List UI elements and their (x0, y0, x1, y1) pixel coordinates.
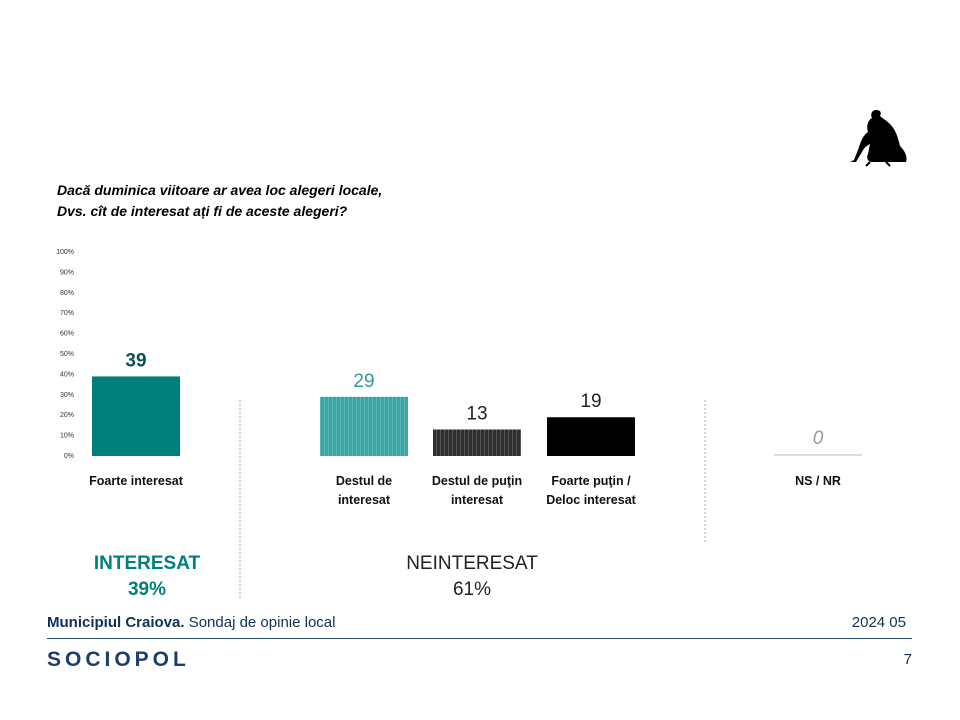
y-tick-label: 80% (60, 290, 74, 297)
y-tick-label: 50% (60, 351, 74, 358)
group-interested-value: 39% (127, 579, 167, 600)
bar (433, 429, 521, 456)
chart-question: Dacă duminica viitoare ar avea loc alege… (57, 180, 557, 222)
y-tick-label: 20% (60, 412, 74, 419)
y-tick-label: 40% (60, 371, 74, 378)
category-label: Foarte puţin / (551, 474, 631, 488)
y-tick-label: 100% (56, 249, 74, 256)
y-tick-label: 30% (60, 392, 74, 399)
footer-title-rest: Sondaj de opinie local (184, 614, 336, 631)
bar (774, 454, 862, 456)
category-label: Foarte interesat (89, 474, 184, 488)
y-tick-label: 70% (60, 310, 74, 317)
y-axis: 0% 10% 20% 30% 40% 50% 60% 70% 80% 90% 100% (56, 249, 74, 460)
question-line-1: Dacă duminica viitoare ar avea loc alege… (57, 182, 383, 198)
y-tick-label: 90% (60, 269, 74, 276)
bar (547, 417, 635, 456)
category-label: Destul de (336, 474, 392, 488)
bar (92, 376, 180, 456)
group-not-interested-name: NEINTERESAT (406, 553, 538, 574)
footer-date: 2024 05 (851, 614, 906, 631)
bar-value-label: 0 (813, 428, 824, 449)
category-label: NS / NR (795, 474, 841, 488)
y-tick-label: 60% (60, 331, 74, 338)
bar-value-label: 19 (580, 391, 601, 412)
group-interested: INTERESAT 39% (72, 551, 222, 603)
page-number: 7 (903, 651, 912, 668)
brand-logo: SOCIOPOL (47, 648, 190, 671)
bar-value-label: 39 (125, 350, 146, 371)
group-not-interested: NEINTERESAT 61% (372, 551, 572, 603)
y-tick-label: 0% (64, 453, 74, 460)
footer-title: Municipiul Craiova. Sondaj de opinie loc… (47, 614, 335, 631)
bars: 39 Foarte interesat 29 Destul de interesat 13… (89, 350, 862, 507)
category-label: interesat (451, 493, 504, 507)
group-interested-name: INTERESAT (93, 553, 201, 574)
thinker-silhouette-icon (850, 110, 907, 167)
footer-divider (47, 638, 912, 639)
bar-value-label: 13 (466, 403, 487, 424)
category-label: interesat (338, 493, 391, 507)
category-label: Deloc interesat (546, 493, 636, 507)
footer-title-bold: Municipiul Craiova. (47, 614, 185, 631)
category-label: Destul de puţin (432, 474, 522, 488)
bar-value-label: 29 (353, 371, 374, 392)
bar (320, 396, 408, 456)
question-line-2: Dvs. cît de interesat ați fi de aceste a… (57, 203, 348, 219)
y-tick-label: 10% (60, 433, 74, 440)
group-not-interested-value: 61% (452, 579, 492, 600)
